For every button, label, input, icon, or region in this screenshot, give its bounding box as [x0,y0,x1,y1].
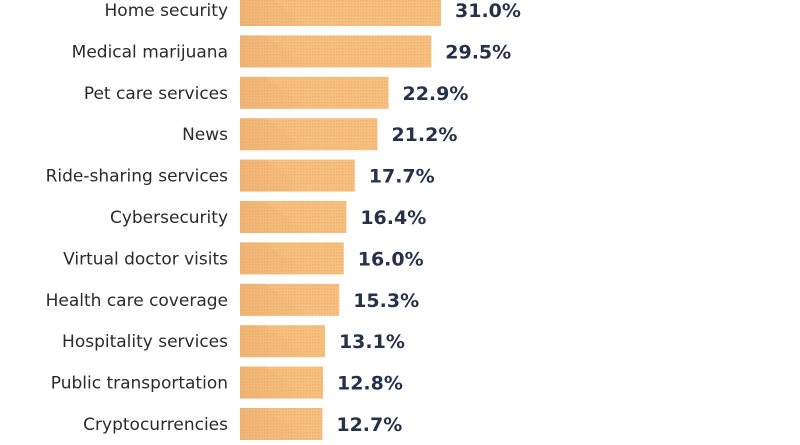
category-label: Hospitality services [62,332,228,352]
bar [240,325,325,358]
category-label: Home security [105,1,228,21]
value-label: 31.0% [455,0,521,22]
category-label: Medical marijuana [72,42,228,62]
bar [240,408,323,440]
value-label: 16.4% [360,207,426,229]
value-label: 13.1% [339,331,405,353]
category-label: Public transportation [51,374,228,394]
value-labels: 31.0% 29.5% 22.9% 21.2% 17.7% 16.4% 16.0% 15.3%… [336,0,521,436]
category-label: News [182,125,228,145]
value-label: 15.3% [353,290,419,312]
bar [240,0,441,26]
bar-texture [240,283,340,316]
bar [240,76,389,109]
bar [240,201,347,233]
bar [240,118,378,151]
value-label: 22.9% [402,83,468,105]
value-label: 17.7% [369,166,435,188]
bar [240,283,340,316]
value-label: 29.5% [445,41,511,63]
bar-texture [240,35,432,68]
category-label: Health care coverage [46,291,228,311]
bar-texture [240,242,344,275]
bar-texture [240,201,347,233]
bar-texture [240,159,355,192]
category-label: Ride-sharing services [46,167,229,187]
bar [240,159,355,192]
value-label: 21.2% [391,124,457,146]
value-label: 12.7% [336,414,402,436]
bar-texture [240,118,378,151]
bar-texture [240,325,325,358]
category-label: Cryptocurrencies [83,415,228,435]
category-label: Virtual doctor visits [63,249,228,269]
bar-texture [240,366,323,399]
bar-texture [240,408,323,440]
category-labels: Home security Medical marijuana Pet care s… [46,1,229,435]
bar [240,366,323,399]
bar [240,35,432,68]
bar [240,242,344,275]
value-label: 16.0% [358,248,424,270]
bar-texture [240,0,441,26]
category-label: Pet care services [84,84,228,104]
value-label: 12.8% [337,373,403,395]
bars-layer [240,0,441,440]
category-label: Cybersecurity [110,208,228,228]
bar-texture [240,76,389,109]
